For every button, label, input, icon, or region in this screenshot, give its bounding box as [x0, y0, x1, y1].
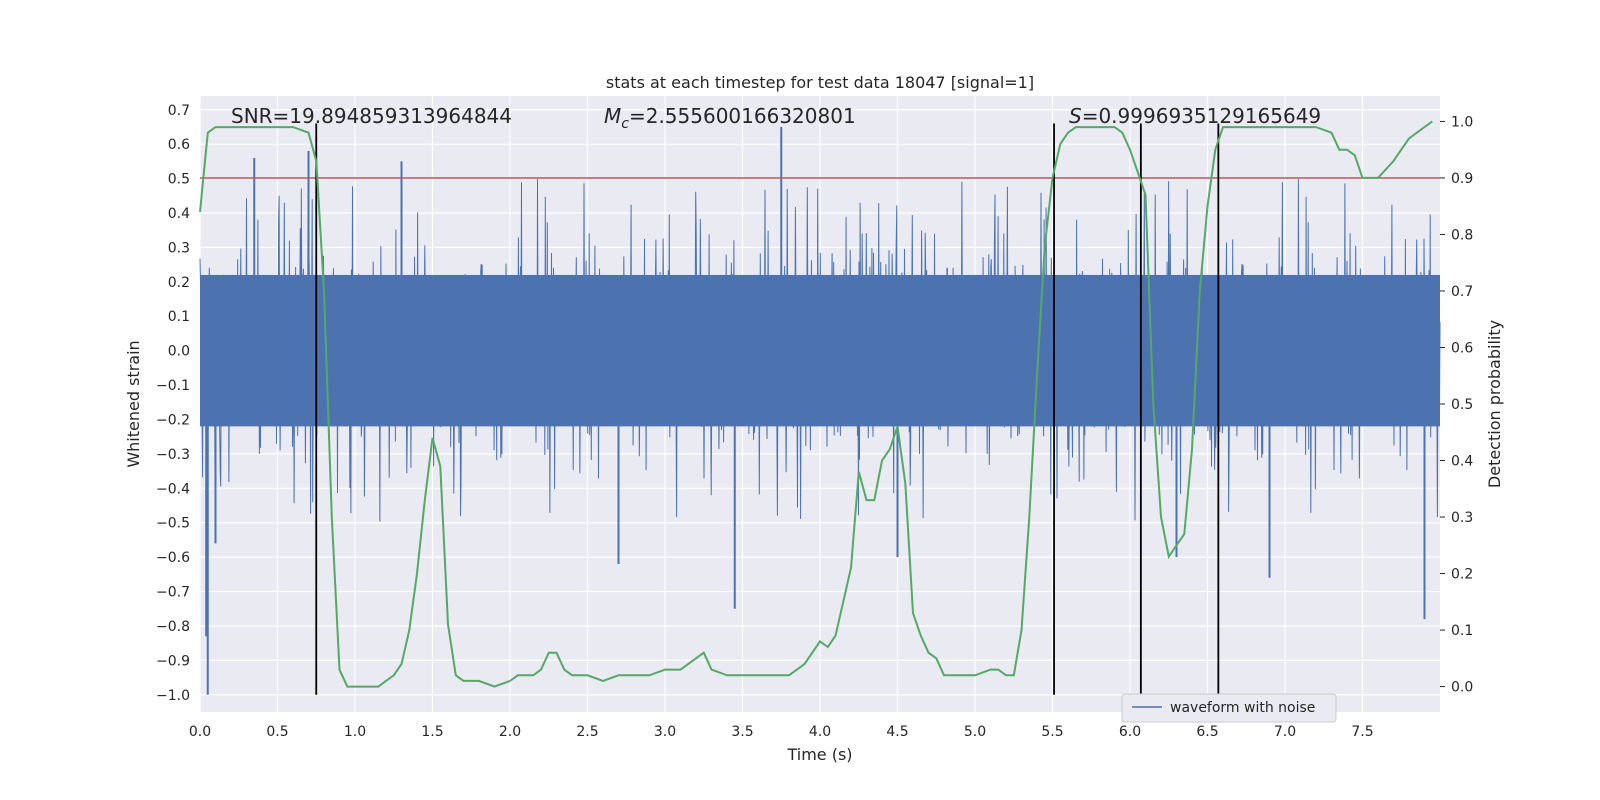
probability-line	[199, 120, 1433, 688]
y2-tick-label-2: 0.8	[1451, 227, 1473, 243]
trigger-lines	[315, 123, 1220, 695]
y-tick-labels: 0.7 0.6 0.5 0.4 0.3 0.2 0.1 0.0 −0.1 −0.2 −0.3 −0.4…	[156, 103, 190, 704]
y-tick-label-8: −0.1	[156, 378, 190, 394]
x-tick-label-14: 7.0	[1274, 724, 1296, 740]
x-tick-label-13: 6.5	[1196, 724, 1218, 740]
y-tick-label-9: −0.2	[156, 412, 190, 428]
y-tick-label-4: 0.3	[168, 240, 190, 256]
y-tick-label-6: 0.1	[168, 309, 190, 325]
s-annotation: S=0.9996935129165649	[1069, 104, 1321, 128]
y-tick-label-5: 0.2	[168, 275, 190, 291]
x-tick-labels: 0.0 0.5 1.0 1.5 2.0 2.5 3.0 3.5 4.0 4.5 5.0 5.5 6.0 6…	[189, 724, 1374, 740]
y-tick-label-7: 0.0	[168, 344, 190, 360]
y2-tick-label-10: 0.0	[1451, 680, 1473, 696]
y-axis-label: Whitened strain	[124, 340, 143, 467]
snr-annotation: SNR=19.894859313964844	[231, 104, 512, 128]
y2-axis-label: Detection probability	[1485, 320, 1504, 488]
y-tick-label-11: −0.4	[156, 481, 190, 497]
y2-tick-label-6: 0.4	[1451, 454, 1473, 470]
x-tick-label-4: 2.0	[499, 724, 521, 740]
x-tick-label-6: 3.0	[654, 724, 676, 740]
y-tick-label-13: −0.6	[156, 550, 190, 566]
y-tick-label-17: −1.0	[156, 688, 190, 704]
x-axis-label: Time (s)	[786, 745, 852, 764]
x-tick-label-11: 5.5	[1041, 724, 1063, 740]
mc-subscript: c	[621, 116, 629, 132]
x-tick-label-2: 1.0	[344, 724, 366, 740]
x-tick-label-5: 2.5	[576, 724, 598, 740]
y-tick-label-1: 0.6	[168, 137, 190, 153]
y2-tick-label-5: 0.5	[1451, 397, 1473, 413]
s-value: =0.9996935129165649	[1082, 104, 1321, 128]
y-tick-label-3: 0.4	[168, 206, 190, 222]
x-tick-label-0: 0.0	[189, 724, 211, 740]
mc-annotation: Mc=2.555600166320801	[604, 104, 856, 132]
x-tick-label-8: 4.0	[809, 724, 831, 740]
x-tick-label-9: 4.5	[886, 724, 908, 740]
mc-symbol: M	[604, 104, 621, 128]
y2-tick-labels: 1.0 0.9 0.8 0.7 0.6 0.5 0.4 0.3 0.2 0.1 0.0	[1440, 114, 1473, 696]
y2-tick-label-8: 0.2	[1451, 567, 1473, 583]
x-tick-label-7: 3.5	[731, 724, 753, 740]
x-tick-label-1: 0.5	[266, 724, 288, 740]
y-tick-label-10: −0.3	[156, 447, 190, 463]
y-tick-label-2: 0.5	[168, 172, 190, 188]
y-tick-label-14: −0.7	[156, 585, 190, 601]
chart-title: stats at each timestep for test data 180…	[606, 73, 1034, 92]
y2-tick-label-1: 0.9	[1451, 171, 1473, 187]
s-symbol: S	[1069, 104, 1082, 128]
x-tick-label-10: 5.0	[964, 724, 986, 740]
mc-value: =2.555600166320801	[629, 104, 856, 128]
y-tick-label-0: 0.7	[168, 103, 190, 119]
y-tick-label-12: −0.5	[156, 516, 190, 532]
x-tick-label-12: 6.0	[1119, 724, 1141, 740]
legend-box	[1121, 693, 1337, 723]
legend: waveform with noise	[1121, 693, 1337, 723]
x-tick-label-15: 7.5	[1351, 724, 1373, 740]
waveform-series	[199, 126, 1441, 695]
y2-tick-label-9: 0.1	[1451, 623, 1473, 639]
probability-series	[199, 120, 1433, 688]
waveform-dense-band	[200, 274, 1440, 427]
y2-tick-label-4: 0.6	[1451, 340, 1473, 356]
y-tick-label-15: −0.8	[156, 619, 190, 635]
legend-label: waveform with noise	[1170, 700, 1315, 716]
y2-tick-label-3: 0.7	[1451, 284, 1473, 300]
y2-tick-label-7: 0.3	[1451, 510, 1473, 526]
y-tick-label-16: −0.9	[156, 653, 190, 669]
x-tick-label-3: 1.5	[421, 724, 443, 740]
y2-tick-label-0: 1.0	[1451, 114, 1473, 130]
